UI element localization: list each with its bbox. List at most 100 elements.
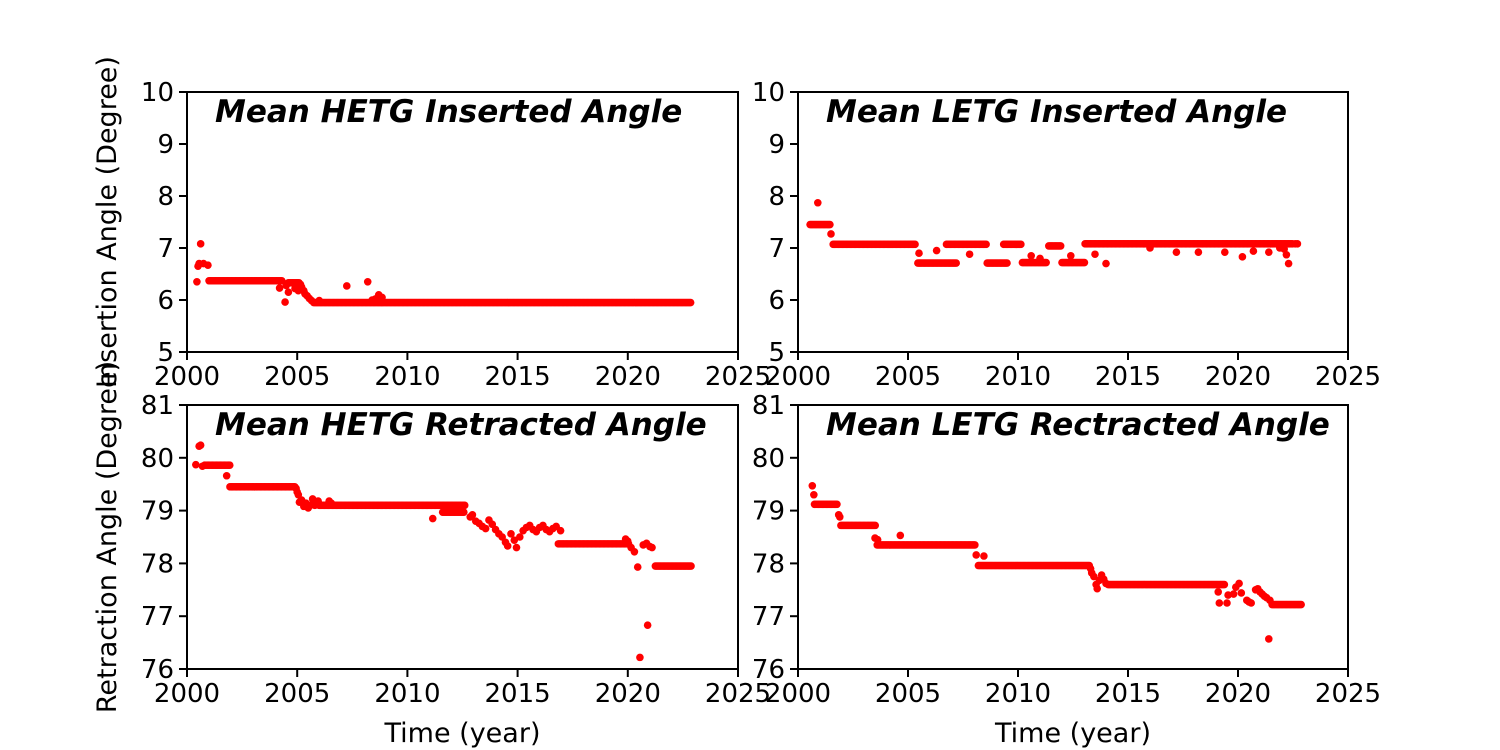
x-tick-label: 2025 xyxy=(705,362,771,392)
x-tick-label: 2020 xyxy=(595,679,661,709)
y-tick-label: 80 xyxy=(752,444,785,474)
data-points xyxy=(192,441,695,662)
data-point xyxy=(307,296,316,305)
data-point xyxy=(1293,240,1302,248)
data-points xyxy=(193,240,695,307)
y-tick-label: 79 xyxy=(141,497,174,527)
data-point xyxy=(281,298,289,306)
y-tick-label: 7 xyxy=(157,234,174,264)
y-tick-label: 8 xyxy=(157,182,174,212)
y-tick-label: 77 xyxy=(141,602,174,632)
x-tick-label: 2005 xyxy=(875,679,941,709)
data-point xyxy=(1003,259,1011,267)
data-point xyxy=(687,562,695,570)
subplot-title: Mean LETG Rectracted Angle xyxy=(826,407,1330,443)
data-point xyxy=(196,240,205,248)
data-point xyxy=(1284,259,1293,268)
x-axis-label: Time (year) xyxy=(384,718,541,749)
data-point xyxy=(1102,579,1110,588)
data-point xyxy=(1042,258,1050,267)
y-tick-label: 5 xyxy=(768,338,785,368)
subplot-letg-retracted: 2000 2005 2010 2015 2020 2025 76 77 78 79 80 81 Mean… xyxy=(752,391,1381,749)
data-point xyxy=(1214,588,1222,596)
subplot-hetg-retracted: 2000 2005 2010 2015 2020 2025 76 77 78 79 80 81 Mean… xyxy=(92,361,771,749)
y-tick-label: 6 xyxy=(768,286,785,316)
data-point xyxy=(282,281,290,290)
data-point xyxy=(1017,240,1025,249)
data-points xyxy=(806,198,1302,268)
data-point xyxy=(624,537,632,546)
x-tick-label: 2010 xyxy=(374,362,440,392)
y-tick-label: 9 xyxy=(768,130,785,160)
x-tick-label: 2010 xyxy=(985,679,1051,709)
plot-frame xyxy=(186,91,739,353)
subplot-letg-inserted: 2000 2005 2010 2015 2020 2025 5 6 7 8 9 10 Mean LETG… xyxy=(752,78,1381,392)
data-point xyxy=(1229,590,1238,598)
y-tick-label: 76 xyxy=(141,655,174,685)
data-point xyxy=(982,240,990,249)
data-point xyxy=(826,220,834,229)
data-point xyxy=(1067,252,1075,260)
data-point xyxy=(1238,253,1247,261)
data-point xyxy=(952,259,960,267)
data-point xyxy=(1265,635,1273,643)
subplot-title: Mean HETG Retracted Angle xyxy=(215,407,707,443)
data-point xyxy=(833,500,841,509)
data-point xyxy=(225,461,234,469)
data-point xyxy=(198,462,207,471)
data-point xyxy=(1090,572,1098,581)
data-point xyxy=(871,521,880,530)
data-point xyxy=(1235,579,1243,588)
data-point xyxy=(1080,258,1089,267)
data-point xyxy=(363,278,372,286)
data-point xyxy=(1265,248,1273,256)
y-axis-label: Retraction Angle (Degree) xyxy=(92,361,123,713)
x-tick-label: 2015 xyxy=(485,362,551,392)
plot-frame xyxy=(186,404,739,670)
data-point xyxy=(630,547,639,556)
x-tick-label: 2015 xyxy=(1095,362,1161,392)
x-tick-label: 2000 xyxy=(154,679,220,709)
data-point xyxy=(1249,247,1258,255)
data-point xyxy=(1220,580,1229,589)
data-point xyxy=(915,249,923,257)
data-point xyxy=(468,511,477,519)
data-point xyxy=(1223,599,1231,607)
data-point xyxy=(1036,254,1044,263)
x-tick-label: 2005 xyxy=(264,362,330,392)
x-tick-label: 2015 xyxy=(1095,679,1161,709)
data-point xyxy=(648,543,656,552)
data-point xyxy=(972,551,980,559)
data-point xyxy=(932,246,941,255)
data-point xyxy=(686,298,695,307)
data-point xyxy=(460,508,468,516)
data-point xyxy=(481,524,490,533)
data-point xyxy=(510,536,519,544)
y-tick-label: 10 xyxy=(141,78,174,108)
x-tick-label: 2000 xyxy=(765,679,831,709)
y-tick-label: 81 xyxy=(141,391,174,421)
data-point xyxy=(507,530,515,538)
data-point xyxy=(1093,584,1101,593)
data-point xyxy=(965,250,974,259)
data-points xyxy=(808,481,1305,643)
x-tick-label: 2025 xyxy=(705,679,771,709)
y-tick-label: 79 xyxy=(752,497,785,527)
subplot-title: Mean HETG Inserted Angle xyxy=(215,94,682,130)
data-point xyxy=(460,501,469,510)
data-point xyxy=(1280,245,1288,253)
subplot-title: Mean LETG Inserted Angle xyxy=(826,94,1287,130)
x-tick-label: 2025 xyxy=(1315,362,1381,392)
data-point xyxy=(1215,599,1224,607)
y-tick-label: 76 xyxy=(752,655,785,685)
data-point xyxy=(192,460,200,469)
y-tick-label: 9 xyxy=(157,130,174,160)
x-tick-label: 2000 xyxy=(765,362,831,392)
y-tick-label: 78 xyxy=(752,549,785,579)
data-point xyxy=(1056,242,1065,250)
data-point xyxy=(971,541,979,549)
y-tick-label: 5 xyxy=(157,338,174,368)
data-point xyxy=(980,552,988,560)
data-point xyxy=(873,535,882,544)
